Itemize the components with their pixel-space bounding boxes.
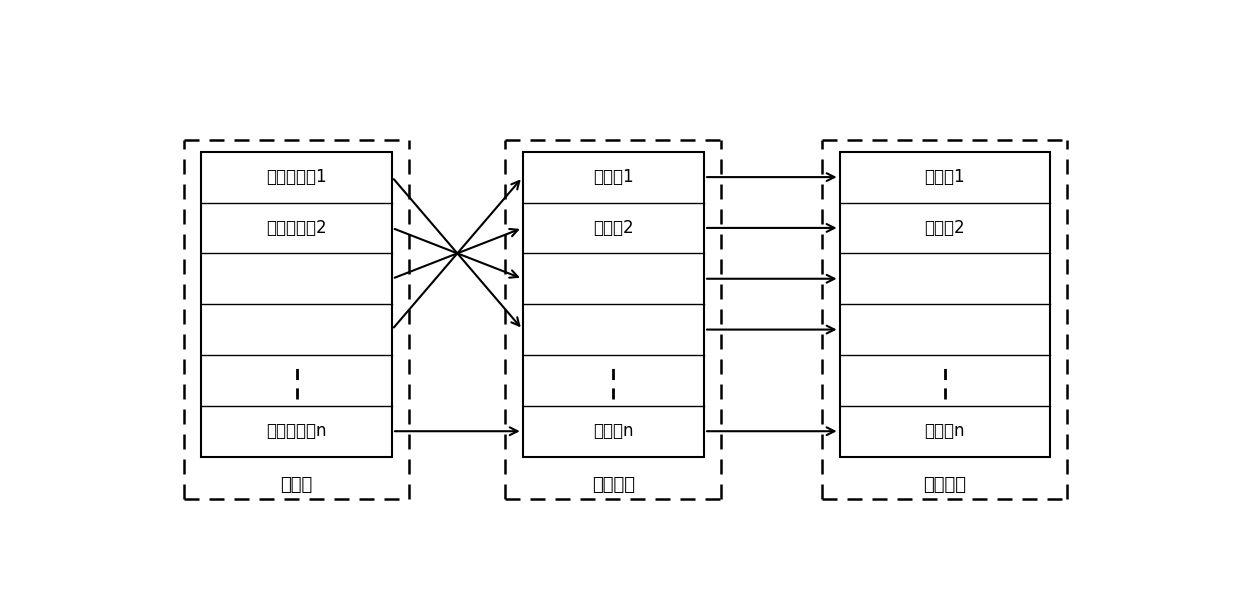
Bar — [840, 152, 1049, 457]
Bar — [201, 152, 392, 457]
Text: 内存池: 内存池 — [280, 476, 312, 494]
Text: 内存夶1: 内存夶1 — [593, 168, 633, 186]
Bar — [523, 152, 704, 457]
Text: 内存块2: 内存块2 — [924, 219, 965, 237]
Text: 内存头指醇2: 内存头指醇2 — [266, 219, 327, 237]
Text: 内存夶2: 内存夶2 — [593, 219, 633, 237]
Text: 内存头n: 内存头n — [593, 422, 633, 440]
Text: 固定内存: 固定内存 — [923, 476, 966, 494]
Text: 内存块n: 内存块n — [924, 422, 965, 440]
Text: 内存头指醇n: 内存头指醇n — [266, 422, 327, 440]
Text: 内存头指醇1: 内存头指醇1 — [266, 168, 327, 186]
Text: 内存块1: 内存块1 — [924, 168, 965, 186]
Text: 固定内存: 固定内存 — [592, 476, 634, 494]
